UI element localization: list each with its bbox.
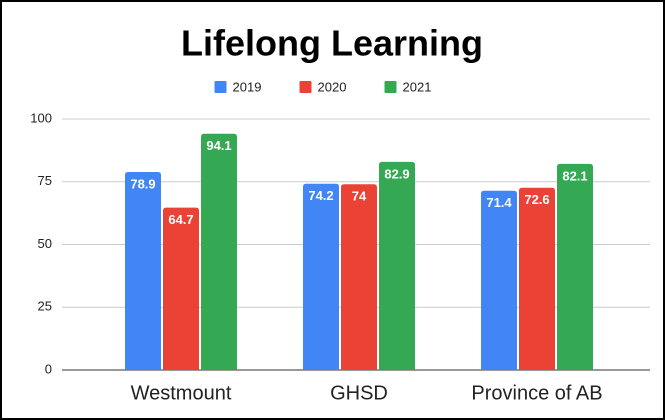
y-tick-label: 0 xyxy=(45,361,52,376)
data-label: 74.2 xyxy=(308,188,333,203)
bar xyxy=(163,207,199,370)
bar xyxy=(201,133,237,370)
legend-swatch xyxy=(384,81,397,93)
bar xyxy=(303,183,339,370)
data-label: 94.1 xyxy=(206,138,231,153)
data-label: 82.9 xyxy=(384,166,409,181)
x-tick-label: Westmount xyxy=(131,382,232,404)
y-tick-label: 50 xyxy=(38,236,52,251)
data-label: 82.1 xyxy=(562,168,587,183)
y-tick-label: 75 xyxy=(38,173,52,188)
y-tick-label: 100 xyxy=(30,110,52,125)
data-label: 78.9 xyxy=(130,176,155,191)
data-label: 72.6 xyxy=(524,192,549,207)
legend-label: 2020 xyxy=(318,79,347,94)
bar xyxy=(519,187,555,370)
data-label: 64.7 xyxy=(168,212,193,227)
x-tick-label: GHSD xyxy=(330,382,388,404)
legend-label: 2019 xyxy=(233,79,262,94)
x-tick-label: Province of AB xyxy=(471,382,602,404)
data-label: 71.4 xyxy=(486,195,512,210)
bar xyxy=(557,163,593,370)
legend-swatch xyxy=(214,81,227,93)
bar xyxy=(341,184,377,370)
bar xyxy=(481,190,517,370)
data-label: 74 xyxy=(352,189,367,204)
bar xyxy=(379,161,415,370)
legend-swatch xyxy=(299,81,312,93)
y-tick-label: 25 xyxy=(38,299,52,314)
chart-title: Lifelong Learning xyxy=(181,23,483,64)
legend-label: 2021 xyxy=(403,79,432,94)
bar xyxy=(125,171,161,370)
